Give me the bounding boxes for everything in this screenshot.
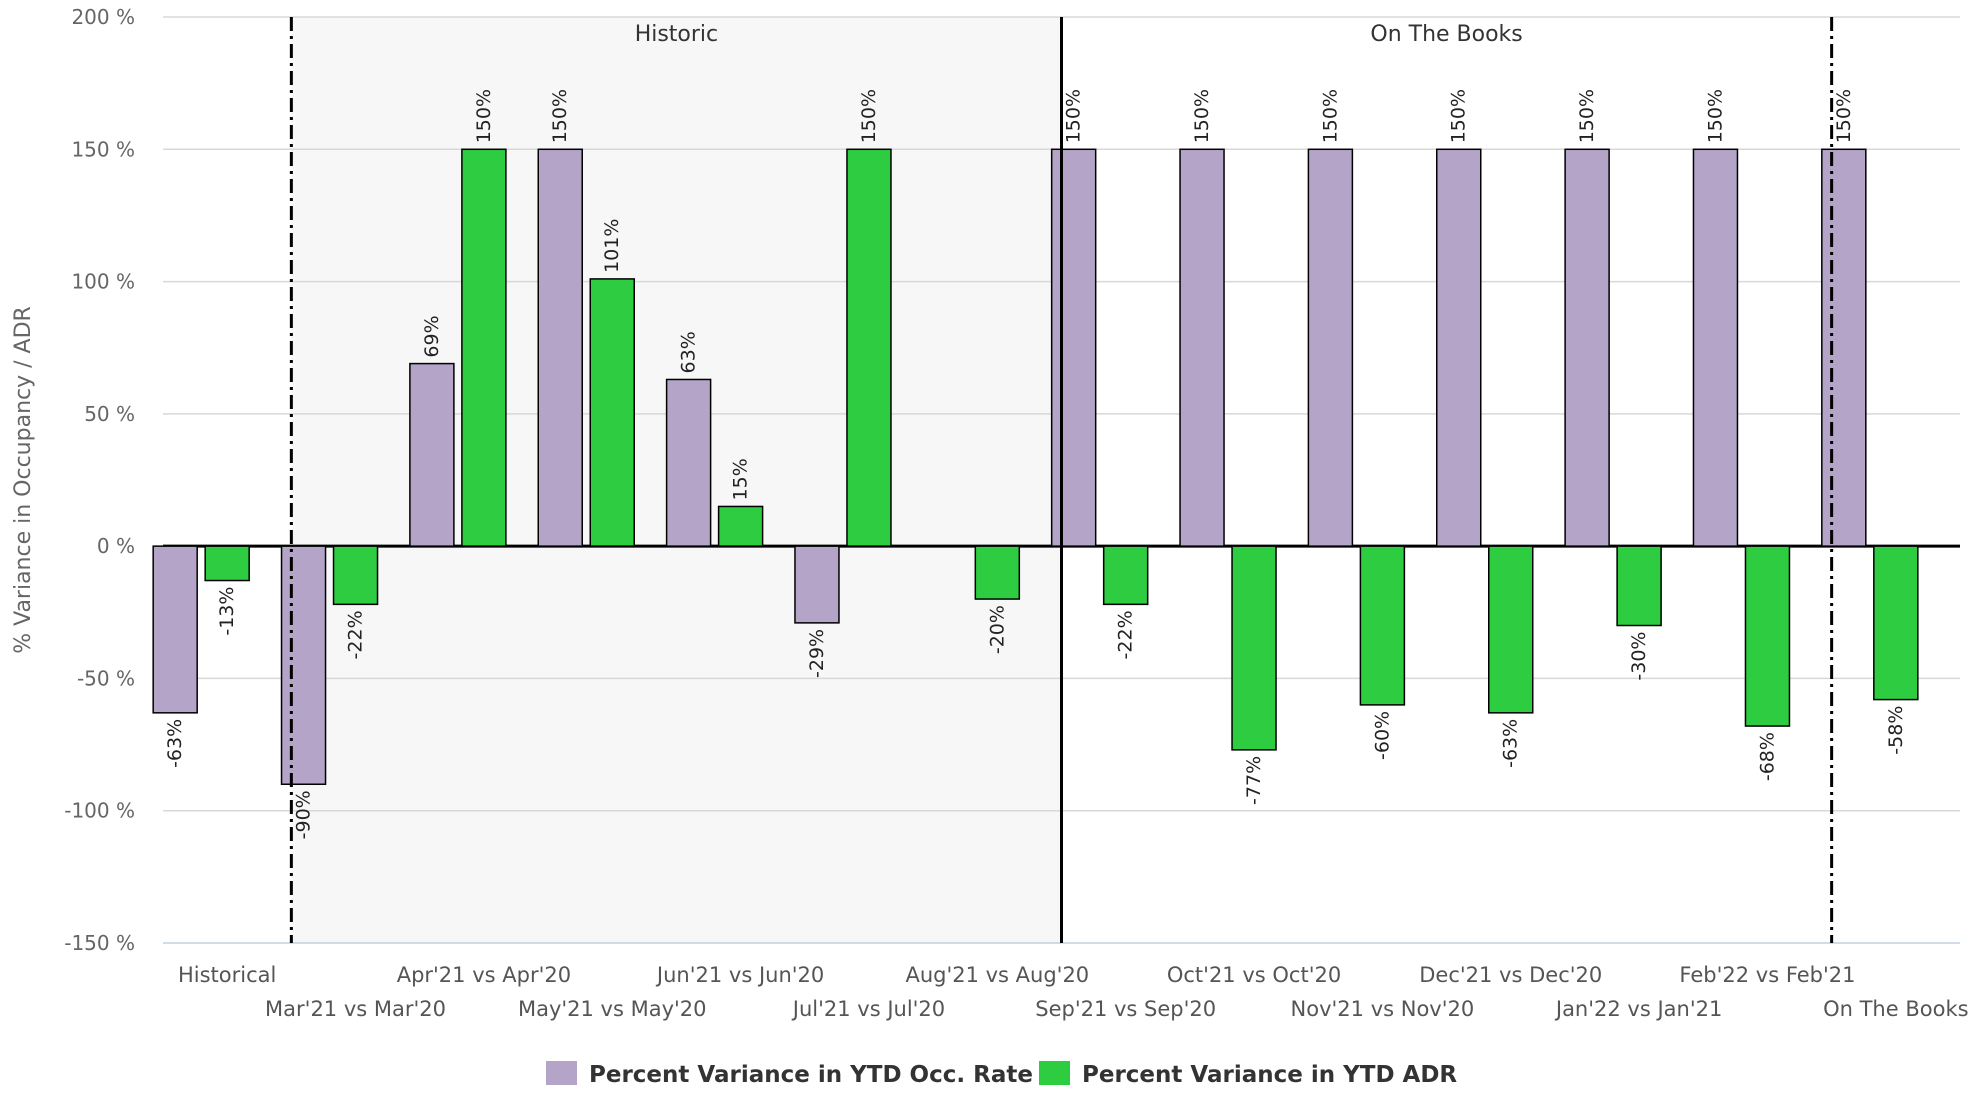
x-tick-label: On The Books	[1823, 997, 1968, 1021]
legend-item-adr[interactable]: Percent Variance in YTD ADR	[1039, 1061, 1457, 1088]
data-labels: -63% -90% 69% 150% 63% -29% 150% 150% 150% 150% 15…	[164, 89, 1907, 839]
data-label: 101%	[601, 219, 623, 273]
x-tick-label: Dec'21 vs Dec'20	[1419, 963, 1602, 987]
data-label: 63%	[678, 331, 700, 373]
bar-percent-variance-in-ytd-adr-aug-21-vs-aug-20	[974, 545, 1021, 600]
data-label: -22%	[1115, 610, 1137, 659]
legend-label-adr: Percent Variance in YTD ADR	[1082, 1062, 1457, 1088]
x-tick-label: Historical	[178, 963, 276, 987]
data-label: -22%	[345, 610, 367, 659]
x-tick-label: Jan'22 vs Jan'21	[1554, 997, 1722, 1021]
data-label: 150%	[858, 89, 880, 143]
bar-percent-variance-in-ytd-occ-rate-oct-21-vs-oct-20	[1179, 148, 1225, 547]
legend-swatch-occ-rate	[546, 1061, 577, 1085]
bar-percent-variance-in-ytd-occ-rate-may-21-vs-may-20	[537, 148, 583, 547]
data-label: 150%	[1833, 89, 1855, 143]
y-tick-label: -150 %	[64, 931, 135, 955]
y-tick-label: 100 %	[71, 270, 135, 294]
x-tick-label: Mar'21 vs Mar'20	[265, 997, 446, 1021]
bar-percent-variance-in-ytd-occ-rate-jun-21-vs-jun-20	[665, 378, 712, 547]
y-tick-label: 0 %	[97, 534, 135, 558]
bar-percent-variance-in-ytd-adr-feb-22-vs-feb-21	[1744, 545, 1791, 727]
data-label: -20%	[986, 605, 1008, 654]
data-label: -90%	[293, 790, 315, 839]
data-label: -58%	[1885, 706, 1907, 755]
legend-label-occ-rate: Percent Variance in YTD Occ. Rate	[589, 1062, 1033, 1088]
bar-percent-variance-in-ytd-adr-nov-21-vs-nov-20	[1359, 545, 1406, 706]
y-tick-label: 50 %	[84, 402, 135, 426]
bar-percent-variance-in-ytd-occ-rate-dec-21-vs-dec-20	[1436, 148, 1482, 547]
bar-percent-variance-in-ytd-occ-rate-historical	[152, 545, 198, 714]
data-label: 150%	[1063, 89, 1085, 143]
bar-percent-variance-in-ytd-occ-rate-sep-21-vs-sep-20	[1050, 148, 1097, 547]
x-tick-label: Aug'21 vs Aug'20	[905, 963, 1089, 987]
band-dividers	[289, 17, 1834, 943]
bar-percent-variance-in-ytd-occ-rate-on-the-books	[1821, 148, 1867, 547]
bars	[152, 148, 1919, 786]
band-label-on-the-books: On The Books	[1370, 22, 1522, 47]
x-axis-ticks: Historical Mar'21 vs Mar'20 Apr'21 vs Apr'…	[178, 963, 1969, 1021]
bar-percent-variance-in-ytd-occ-rate-nov-21-vs-nov-20	[1307, 148, 1354, 547]
bar-percent-variance-in-ytd-occ-rate-mar-21-vs-mar-20	[280, 545, 327, 786]
data-label: -29%	[806, 629, 828, 678]
data-label: -77%	[1243, 756, 1265, 805]
x-tick-label: Sep'21 vs Sep'20	[1035, 997, 1216, 1021]
bar-percent-variance-in-ytd-adr-sep-21-vs-sep-20	[1102, 545, 1149, 606]
data-label: 69%	[421, 315, 443, 357]
y-tick-label: 200 %	[71, 5, 135, 29]
y-tick-label: -100 %	[64, 799, 135, 823]
x-tick-label: Nov'21 vs Nov'20	[1291, 997, 1475, 1021]
bar-percent-variance-in-ytd-occ-rate-jan-22-vs-jan-21	[1564, 148, 1610, 547]
x-tick-label: Jun'21 vs Jun'20	[655, 963, 824, 987]
x-tick-label: Oct'21 vs Oct'20	[1167, 963, 1341, 987]
data-label: 15%	[730, 458, 752, 500]
bar-percent-variance-in-ytd-adr-jan-22-vs-jan-21	[1616, 545, 1662, 627]
data-label: 150%	[1576, 89, 1598, 143]
legend[interactable]: Percent Variance in YTD Occ. Rate Percen…	[546, 1061, 1457, 1088]
bar-percent-variance-in-ytd-adr-may-21-vs-may-20	[589, 278, 635, 547]
bar-percent-variance-in-ytd-adr-dec-21-vs-dec-20	[1488, 545, 1534, 714]
y-tick-label: -50 %	[77, 666, 135, 690]
data-label: -30%	[1628, 632, 1650, 681]
data-label: -60%	[1371, 711, 1393, 760]
y-axis-title: % Variance in Occupancy / ADR	[11, 306, 36, 654]
bar-percent-variance-in-ytd-adr-mar-21-vs-mar-20	[332, 545, 379, 606]
data-label: 150%	[1448, 89, 1470, 143]
legend-swatch-adr	[1039, 1061, 1070, 1085]
data-label: 150%	[1319, 89, 1341, 143]
data-label: -13%	[216, 587, 238, 636]
bar-percent-variance-in-ytd-adr-oct-21-vs-oct-20	[1231, 545, 1277, 751]
bar-percent-variance-in-ytd-adr-on-the-books	[1873, 545, 1919, 701]
data-label: 150%	[1191, 89, 1213, 143]
x-tick-label: May'21 vs May'20	[518, 997, 707, 1021]
bar-percent-variance-in-ytd-occ-rate-feb-22-vs-feb-21	[1692, 148, 1739, 547]
bar-percent-variance-in-ytd-adr-jul-21-vs-jul-20	[846, 148, 892, 547]
x-tick-label: Apr'21 vs Apr'20	[397, 963, 571, 987]
legend-item-occ-rate[interactable]: Percent Variance in YTD Occ. Rate	[546, 1061, 1033, 1088]
bar-percent-variance-in-ytd-adr-apr-21-vs-apr-20	[461, 148, 507, 547]
data-label: -63%	[164, 719, 186, 768]
data-label: 150%	[549, 89, 571, 143]
data-label: -63%	[1500, 719, 1522, 768]
y-tick-label: 150 %	[71, 137, 135, 161]
data-label: -68%	[1756, 732, 1778, 781]
bar-percent-variance-in-ytd-occ-rate-jul-21-vs-jul-20	[794, 545, 840, 624]
band-label-historic: Historic	[635, 22, 718, 47]
bar-percent-variance-in-ytd-adr-jun-21-vs-jun-20	[717, 505, 764, 547]
bar-percent-variance-in-ytd-adr-historical	[204, 545, 250, 582]
bar-percent-variance-in-ytd-occ-rate-apr-21-vs-apr-20	[409, 362, 455, 547]
data-label: 150%	[473, 89, 495, 143]
y-axis-ticks: 200 % 150 % 100 % 50 % 0 % -50 % -100 % -150 %	[64, 5, 135, 955]
data-label: 150%	[1704, 89, 1726, 143]
x-tick-label: Jul'21 vs Jul'20	[791, 997, 945, 1021]
x-tick-label: Feb'22 vs Feb'21	[1679, 963, 1855, 987]
